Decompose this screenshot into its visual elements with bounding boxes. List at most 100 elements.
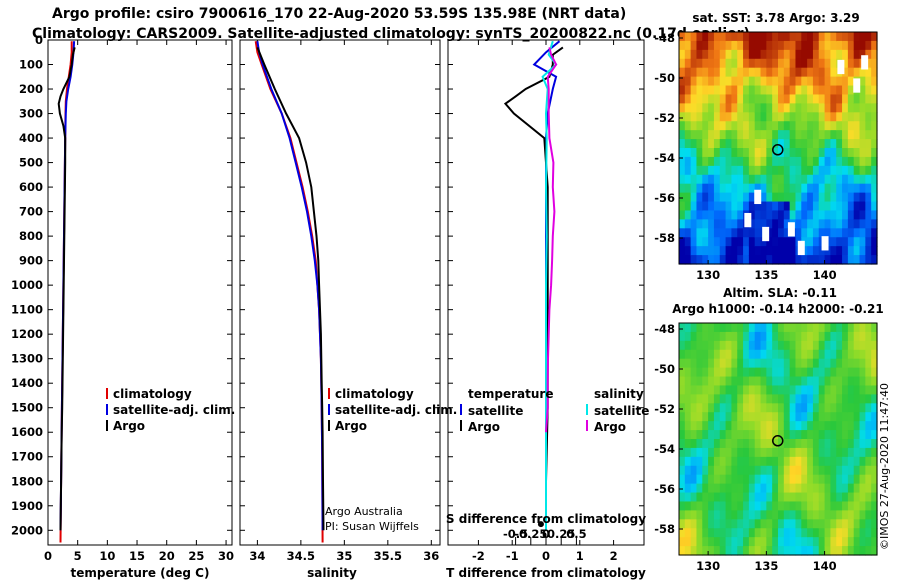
sla_map-cell: [824, 519, 832, 529]
sla_map-cell: [778, 349, 785, 360]
sst_map-cell: [865, 49, 872, 60]
sdiff-tick-label: 0: [542, 527, 550, 541]
sst_map-cell: [847, 94, 855, 104]
sst_map-cell: [702, 183, 709, 194]
sla_map-cell: [812, 439, 820, 449]
sla_map-cell: [830, 358, 837, 369]
sla_map-cell: [859, 447, 866, 458]
sla_map-cell: [690, 456, 698, 467]
sla_map-cell: [731, 376, 738, 387]
sla_map-cell: [853, 403, 861, 413]
sla_map-cell: [865, 421, 872, 431]
sla_map-cell: [743, 474, 750, 485]
sst_map-cell: [801, 156, 808, 167]
sla_map-cell: [731, 492, 738, 503]
sst_map-cell: [748, 246, 756, 256]
sla_map-cell: [818, 456, 826, 467]
sla_map-cell: [737, 358, 744, 369]
sst_map-cell: [795, 40, 802, 51]
depth-tick-label: 700: [19, 205, 43, 219]
sla_map-cell: [795, 367, 802, 378]
sla_map-cell: [783, 501, 791, 511]
sst_map-cell: [789, 255, 797, 265]
sla_map-cell: [696, 474, 703, 485]
sst_map-cell: [865, 156, 872, 167]
sst_map-cell: [719, 76, 727, 87]
sla_map-cell: [847, 510, 855, 520]
sst_map-cell: [842, 85, 849, 96]
sst_map-cell: [766, 40, 773, 51]
sla_map-cell: [812, 537, 820, 547]
sla_map-cell: [684, 367, 692, 378]
sst_map-cell: [708, 210, 715, 220]
sst_map-cell: [865, 85, 872, 96]
sla_map-cell: [725, 421, 733, 431]
sla_map-cell: [783, 456, 791, 467]
sst_map-cell: [818, 148, 826, 158]
sst_map-ytick-label: -54: [654, 151, 675, 165]
sst_map-cell: [754, 139, 762, 149]
sla_map-cell: [731, 465, 738, 476]
sla_map-cell: [812, 421, 820, 431]
sst_map-cell: [836, 148, 843, 158]
temperature-series-satellite-adj-clim-: [59, 41, 76, 531]
sst_map-cell: [871, 156, 878, 167]
sla_map-cell: [836, 323, 843, 333]
sla_map-cell: [725, 323, 733, 333]
sla_map-cell: [696, 340, 703, 351]
sla_map-cell: [708, 519, 715, 529]
sla_map-cell: [795, 465, 802, 476]
sla_map-cell: [772, 465, 779, 476]
sla_map-cell: [713, 447, 721, 458]
sst_map-cell: [778, 255, 785, 265]
sla_map-cell: [684, 385, 692, 395]
sla_map-cell: [789, 465, 797, 476]
sst_map-cell: [859, 67, 866, 78]
sla_map-cell: [696, 483, 703, 494]
sst_map-cell: [812, 219, 820, 229]
sst_map-cell: [818, 67, 826, 78]
sst_map-cell: [807, 255, 814, 265]
diff-legend-sal-satellite: satellite: [594, 404, 649, 418]
sst_map-cell: [679, 58, 686, 69]
sla_map-cell: [708, 501, 715, 511]
sst_map-cell: [812, 32, 820, 42]
sla_map-cell: [696, 412, 703, 422]
sst_map-cell: [818, 210, 826, 220]
sla_map-cell: [859, 465, 866, 476]
sst_map-cell: [818, 156, 826, 167]
sla_map-cell: [725, 385, 733, 395]
sst_map-cell: [690, 130, 698, 140]
sla_map-cell: [842, 394, 849, 404]
sst_map-cell: [836, 174, 843, 185]
sla_map-cell: [789, 430, 797, 440]
sla_map-cell: [713, 519, 721, 529]
sst_map-cell: [754, 112, 762, 122]
sla_map-cell: [824, 501, 832, 511]
sst_map-cell: [853, 148, 861, 158]
sst_map-cell: [783, 103, 791, 113]
sla_map-cell: [772, 376, 779, 387]
sla_map-cell: [679, 474, 686, 485]
sst-missing-cell: [787, 222, 795, 237]
depth-tick-label: 1800: [11, 474, 43, 488]
sla_map-cell: [760, 510, 767, 520]
sla_map-cell: [713, 439, 721, 449]
sst_map-cell: [754, 165, 762, 176]
sst_map-cell: [801, 85, 808, 96]
sst_map-cell: [807, 148, 814, 158]
sst_map-cell: [778, 85, 785, 96]
sst_map-cell: [725, 67, 733, 78]
sla_map-cell: [789, 474, 797, 485]
sla_map-cell: [772, 394, 779, 404]
sst_map-cell: [748, 58, 756, 69]
sst_map-cell: [754, 183, 762, 194]
salinity-xtick-label: 35.5: [374, 549, 402, 563]
depth-tick-label: 0: [35, 33, 43, 47]
sst_map-cell: [830, 32, 837, 42]
sla_map-cell: [853, 340, 861, 351]
sst_map-cell: [865, 174, 872, 185]
sla_map-cell: [783, 349, 791, 360]
sst_map-cell: [708, 85, 715, 96]
sla_map-cell: [818, 385, 826, 395]
